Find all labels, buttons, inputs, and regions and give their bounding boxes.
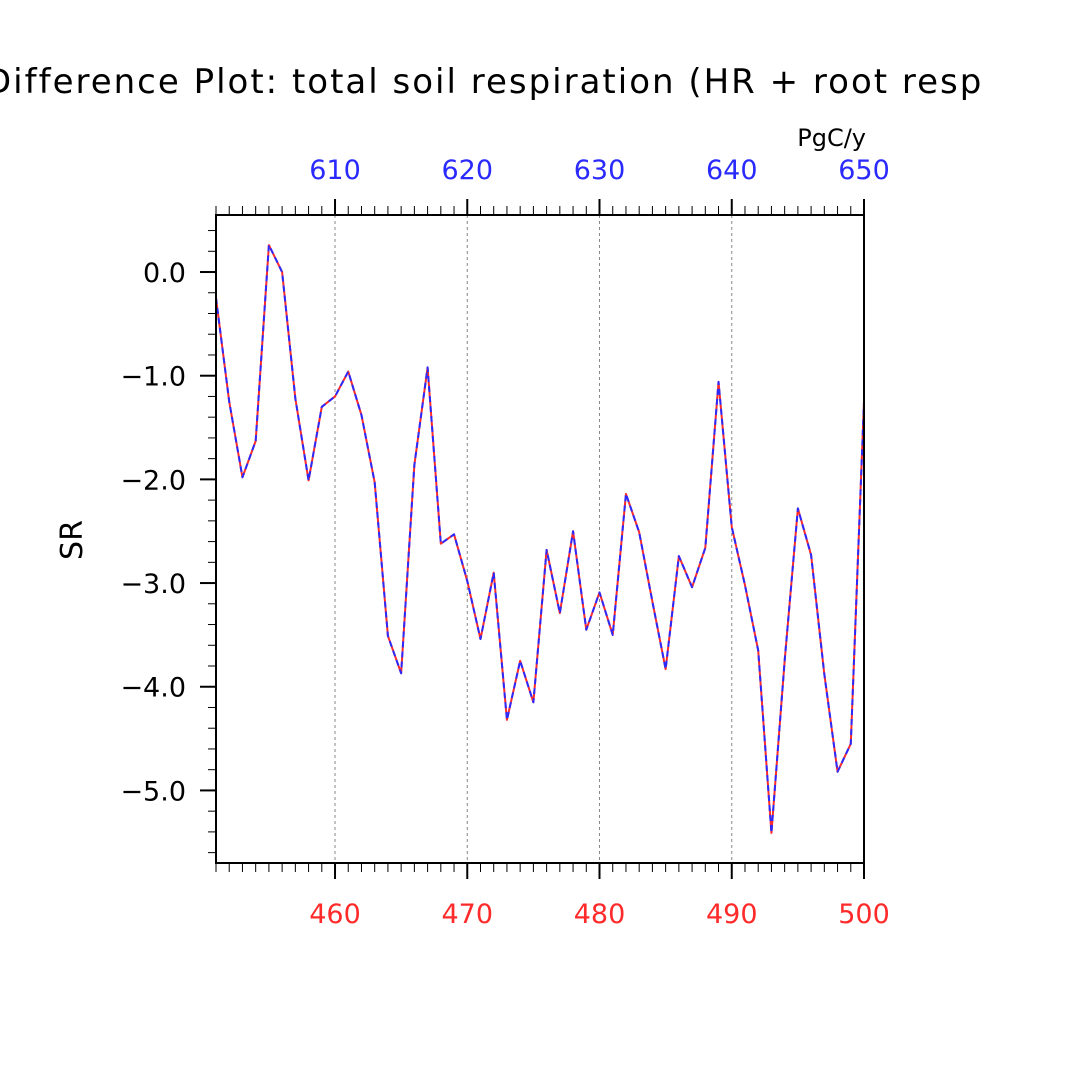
y-tick-label: −3.0 (120, 569, 186, 600)
x-tick-label-top: 610 (309, 155, 361, 186)
x-tick-label-bottom: 490 (706, 899, 758, 930)
x-tick-label-bottom: 470 (441, 899, 493, 930)
x-tick-label-top: 630 (574, 155, 626, 186)
y-tick-label: 0.0 (143, 258, 186, 289)
tick-labels: 460 470 480 490 500 610 620 630 640 650 0.0 −1.0 −2.… (120, 155, 889, 930)
y-tick-label: −4.0 (120, 673, 186, 704)
x-tick-label-top: 650 (838, 155, 890, 186)
units-label: PgC/y (797, 124, 866, 152)
x-tick-label-bottom: 480 (574, 899, 626, 930)
axis-ticks (200, 199, 865, 879)
y-tick-label: −1.0 (120, 362, 186, 393)
series-line (215, 244, 865, 834)
chart-title: Difference Plot: total soil respiration … (0, 62, 983, 102)
y-tick-label: −2.0 (120, 465, 186, 496)
y-tick-label: −5.0 (120, 776, 186, 807)
x-tick-label-top: 640 (706, 155, 758, 186)
x-tick-label-top: 620 (441, 155, 493, 186)
plot-series (215, 244, 865, 834)
x-tick-label-bottom: 500 (838, 899, 890, 930)
grid-lines (334, 215, 733, 863)
y-axis-label: SR (55, 520, 90, 560)
x-tick-label-bottom: 460 (309, 899, 361, 930)
plot-frame (215, 214, 865, 864)
